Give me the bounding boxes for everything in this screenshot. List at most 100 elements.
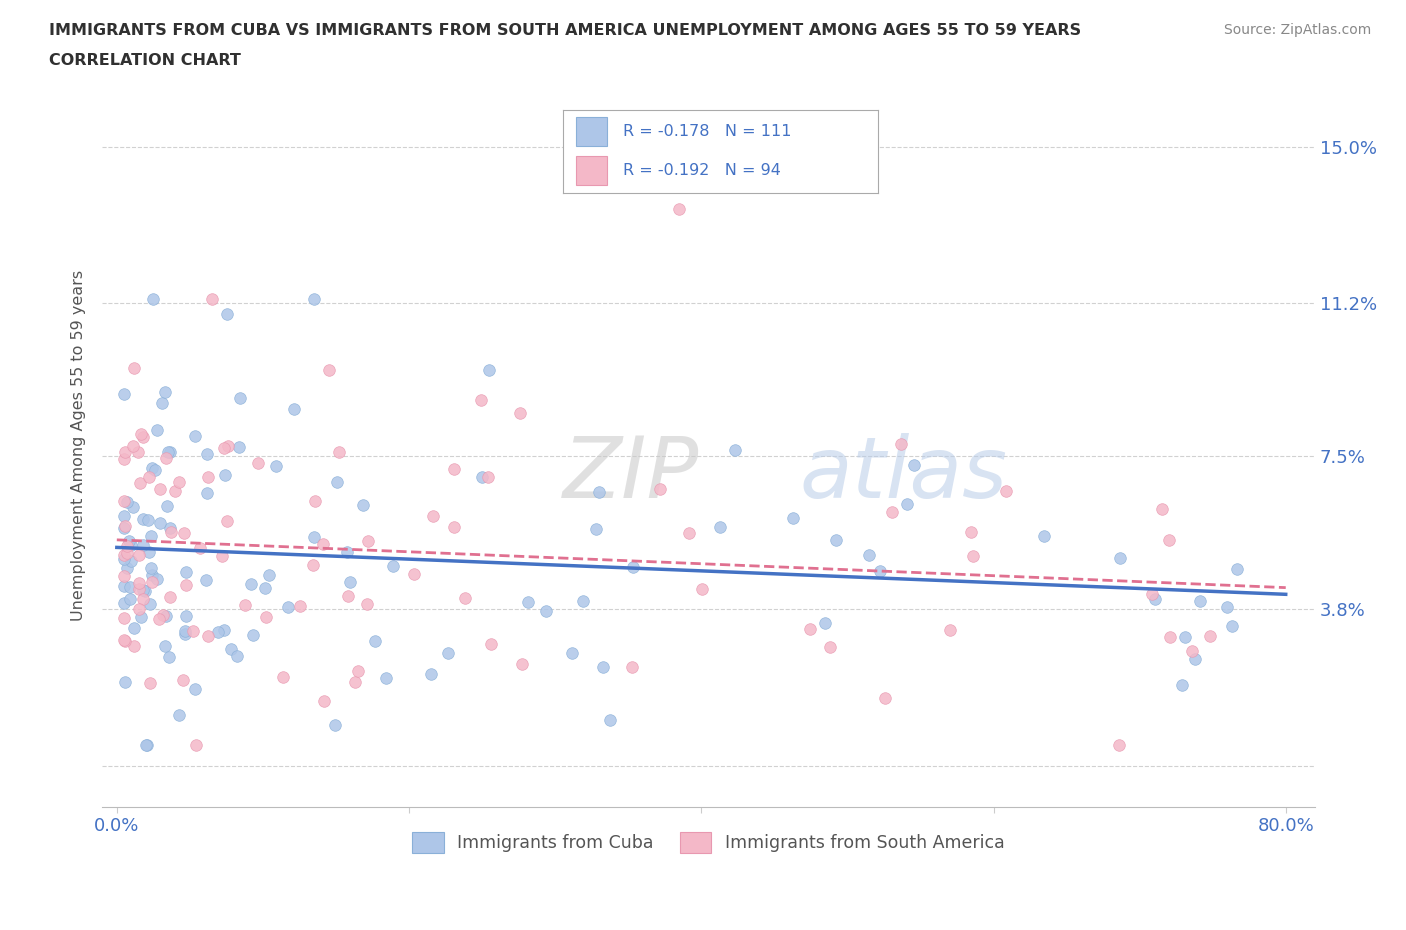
Point bbox=[184, 429, 207, 444]
Point bbox=[375, 671, 398, 685]
Point bbox=[1174, 630, 1197, 644]
Point bbox=[112, 548, 135, 563]
Point bbox=[195, 485, 218, 500]
Point bbox=[135, 737, 157, 752]
Point bbox=[233, 598, 256, 613]
Point bbox=[344, 674, 367, 689]
Point bbox=[181, 623, 204, 638]
Point bbox=[156, 498, 179, 513]
Point bbox=[328, 445, 350, 459]
Point bbox=[648, 481, 671, 496]
Point bbox=[165, 484, 187, 498]
Point bbox=[195, 573, 218, 588]
Point bbox=[183, 682, 205, 697]
Point bbox=[114, 634, 136, 649]
Point bbox=[228, 439, 250, 454]
Point bbox=[117, 495, 139, 510]
Point bbox=[1032, 528, 1054, 543]
Point bbox=[122, 620, 145, 635]
Point bbox=[120, 538, 142, 553]
Point bbox=[148, 611, 170, 626]
Point bbox=[592, 660, 614, 675]
Point bbox=[882, 505, 904, 520]
Point bbox=[678, 525, 700, 540]
Point bbox=[138, 596, 160, 611]
Point bbox=[201, 292, 224, 307]
Point bbox=[132, 583, 155, 598]
Point bbox=[1184, 651, 1206, 666]
Point bbox=[588, 485, 610, 499]
Point bbox=[1220, 618, 1243, 633]
Point bbox=[128, 582, 150, 597]
Point bbox=[112, 611, 135, 626]
Point bbox=[312, 537, 335, 551]
Point bbox=[215, 513, 238, 528]
Point bbox=[599, 712, 621, 727]
Point bbox=[138, 470, 160, 485]
Point bbox=[186, 737, 208, 752]
Point bbox=[146, 572, 169, 587]
Point bbox=[534, 604, 557, 618]
Point bbox=[782, 511, 804, 525]
Point bbox=[668, 201, 690, 216]
Point bbox=[1150, 501, 1173, 516]
Point bbox=[112, 578, 135, 593]
Point bbox=[873, 691, 896, 706]
Point bbox=[890, 436, 912, 451]
Point bbox=[114, 675, 136, 690]
Point bbox=[1108, 737, 1130, 752]
Point bbox=[1159, 630, 1181, 644]
Point bbox=[152, 608, 174, 623]
Point bbox=[357, 534, 380, 549]
Point bbox=[122, 361, 145, 376]
Point bbox=[155, 608, 177, 623]
Point bbox=[112, 595, 135, 610]
Point bbox=[172, 672, 194, 687]
Point bbox=[128, 548, 150, 563]
Point bbox=[304, 494, 326, 509]
Point bbox=[517, 594, 540, 609]
Point bbox=[153, 638, 176, 653]
Point bbox=[960, 525, 983, 539]
Point bbox=[112, 494, 135, 509]
Point bbox=[174, 608, 197, 623]
Point bbox=[217, 438, 239, 453]
Point bbox=[197, 470, 219, 485]
Point bbox=[818, 640, 841, 655]
Point bbox=[561, 645, 583, 660]
Point bbox=[131, 538, 153, 552]
Point bbox=[290, 598, 312, 613]
Point bbox=[174, 565, 197, 579]
Point bbox=[436, 645, 458, 660]
Point bbox=[323, 718, 346, 733]
Point bbox=[364, 633, 387, 648]
Point bbox=[112, 509, 135, 524]
Point bbox=[283, 401, 305, 416]
Point bbox=[339, 575, 361, 590]
Point bbox=[454, 591, 477, 605]
Point bbox=[127, 445, 149, 459]
Point bbox=[443, 519, 465, 534]
Point bbox=[1159, 533, 1181, 548]
Point bbox=[122, 499, 145, 514]
Point bbox=[141, 460, 163, 475]
Point bbox=[422, 509, 444, 524]
Point bbox=[228, 391, 250, 405]
Point bbox=[336, 545, 359, 560]
Point bbox=[112, 521, 135, 536]
Point bbox=[112, 386, 135, 401]
Point bbox=[212, 623, 235, 638]
Point bbox=[112, 551, 135, 566]
Point bbox=[478, 362, 501, 377]
Point bbox=[242, 627, 264, 642]
Point bbox=[120, 553, 142, 568]
Point bbox=[159, 520, 181, 535]
Point bbox=[226, 649, 249, 664]
Point bbox=[939, 623, 962, 638]
Point bbox=[141, 567, 163, 582]
Point bbox=[136, 737, 159, 752]
Text: CORRELATION CHART: CORRELATION CHART bbox=[49, 53, 240, 68]
Point bbox=[167, 474, 190, 489]
Point bbox=[246, 456, 269, 471]
Point bbox=[314, 694, 336, 709]
